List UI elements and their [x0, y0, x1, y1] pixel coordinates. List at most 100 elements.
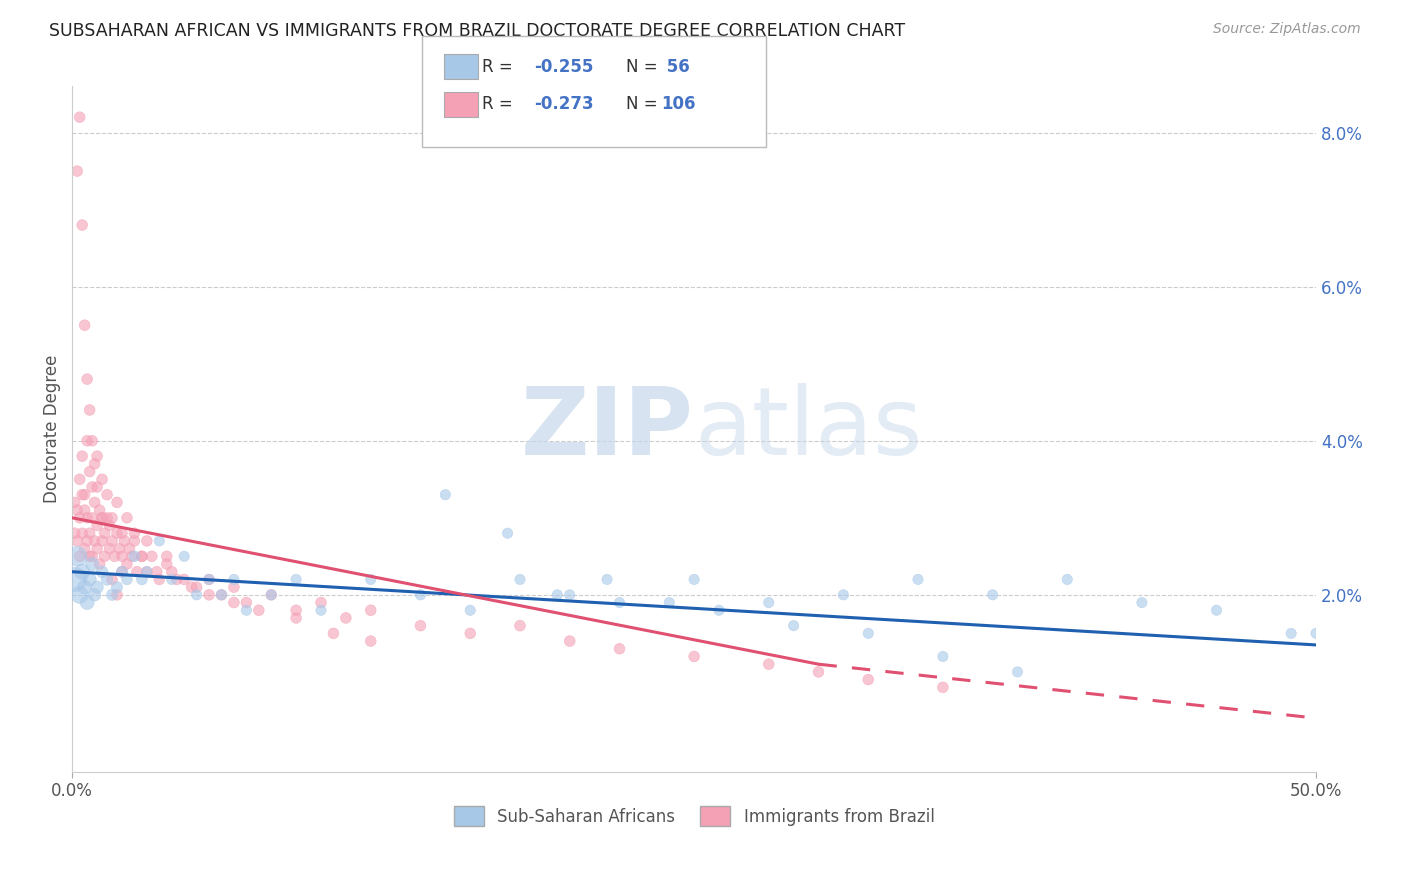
Point: [83, 533, 105, 548]
Point: [186, 580, 208, 594]
Point: [198, 573, 221, 587]
Point: [63, 573, 86, 587]
Point: [160, 573, 183, 587]
Point: [86, 541, 108, 556]
Point: [131, 573, 153, 587]
Point: [82, 434, 104, 448]
Point: [73, 503, 96, 517]
Point: [69, 110, 91, 124]
Point: [108, 541, 131, 556]
Point: [105, 526, 128, 541]
Point: [235, 603, 257, 617]
Point: [76, 372, 98, 386]
Point: [86, 580, 108, 594]
Point: [83, 457, 105, 471]
Point: [173, 573, 195, 587]
Point: [173, 549, 195, 564]
Point: [76, 596, 98, 610]
Point: [79, 549, 101, 564]
Point: [180, 580, 202, 594]
Point: [76, 434, 98, 448]
Point: [73, 318, 96, 333]
Point: [124, 549, 146, 564]
Point: [309, 603, 332, 617]
Point: [96, 510, 118, 524]
Point: [70, 449, 93, 463]
Point: [111, 549, 134, 564]
Text: 56: 56: [661, 58, 689, 76]
Point: [115, 557, 138, 571]
Point: [86, 518, 108, 533]
Point: [93, 526, 115, 541]
Point: [69, 510, 91, 524]
Point: [156, 557, 179, 571]
Point: [981, 588, 1004, 602]
Point: [496, 526, 519, 541]
Point: [66, 549, 89, 564]
Point: [658, 596, 681, 610]
Point: [96, 488, 118, 502]
Text: atlas: atlas: [695, 384, 922, 475]
Point: [118, 541, 141, 556]
Point: [609, 596, 631, 610]
Point: [91, 565, 114, 579]
Legend: Sub-Saharan Africans, Immigrants from Brazil: Sub-Saharan Africans, Immigrants from Br…: [447, 800, 941, 832]
Point: [76, 510, 98, 524]
Point: [285, 611, 308, 625]
Point: [91, 533, 114, 548]
Point: [131, 549, 153, 564]
Point: [335, 611, 357, 625]
Point: [858, 626, 880, 640]
Point: [82, 510, 104, 524]
Point: [558, 588, 581, 602]
Point: [907, 573, 929, 587]
Point: [609, 641, 631, 656]
Point: [91, 472, 114, 486]
Text: ZIP: ZIP: [522, 384, 695, 475]
Point: [360, 634, 382, 648]
Point: [260, 588, 283, 602]
Point: [198, 588, 221, 602]
Point: [125, 565, 148, 579]
Text: N =: N =: [626, 95, 662, 113]
Point: [70, 565, 93, 579]
Point: [309, 596, 332, 610]
Point: [73, 488, 96, 502]
Point: [91, 510, 114, 524]
Point: [360, 603, 382, 617]
Point: [1007, 665, 1029, 679]
Point: [105, 588, 128, 602]
Point: [558, 634, 581, 648]
Point: [101, 588, 124, 602]
Point: [124, 526, 146, 541]
Point: [73, 541, 96, 556]
Point: [198, 573, 221, 587]
Point: [111, 565, 134, 579]
Point: [322, 626, 344, 640]
Point: [73, 580, 96, 594]
Point: [83, 495, 105, 509]
Point: [832, 588, 855, 602]
Point: [70, 488, 93, 502]
Point: [211, 588, 233, 602]
Point: [156, 549, 179, 564]
Point: [758, 657, 780, 672]
Point: [103, 549, 125, 564]
Point: [111, 565, 134, 579]
Point: [89, 503, 111, 517]
Point: [509, 573, 531, 587]
Point: [86, 449, 108, 463]
Point: [260, 588, 283, 602]
Point: [82, 480, 104, 494]
Point: [1130, 596, 1153, 610]
Point: [782, 618, 804, 632]
Point: [101, 573, 124, 587]
Point: [458, 603, 481, 617]
Point: [101, 533, 124, 548]
Point: [114, 533, 136, 548]
Point: [247, 603, 270, 617]
Point: [79, 573, 101, 587]
Point: [135, 533, 157, 548]
Point: [69, 549, 91, 564]
Text: SUBSAHARAN AFRICAN VS IMMIGRANTS FROM BRAZIL DOCTORATE DEGREE CORRELATION CHART: SUBSAHARAN AFRICAN VS IMMIGRANTS FROM BR…: [49, 22, 905, 40]
